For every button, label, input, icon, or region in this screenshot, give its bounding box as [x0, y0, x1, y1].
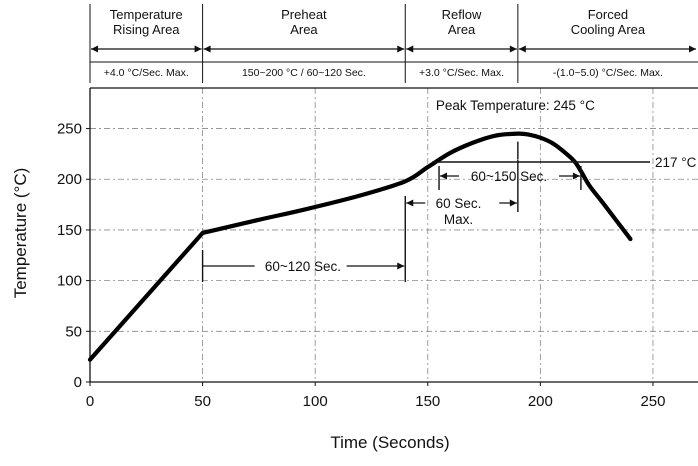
- y-tick-label: 0: [74, 374, 82, 391]
- peak-time-head-left: [406, 199, 414, 207]
- liquidus-label: 217 °C: [655, 155, 697, 170]
- zone-arrow-head-left: [203, 45, 211, 53]
- y-tick-label: 50: [65, 323, 82, 340]
- reflow-span-head-right: [572, 172, 580, 180]
- x-tick-label: 100: [303, 393, 328, 410]
- zone-rate: +3.0 °C/Sec. Max.: [419, 67, 504, 79]
- peak-time-label: 60 Sec. Max.: [436, 196, 482, 227]
- grid: [90, 88, 698, 382]
- zone-arrow-head-right: [397, 45, 405, 53]
- zone-rate: +4.0 °C/Sec. Max.: [104, 67, 189, 79]
- annotation-layer: Peak Temperature: 245 °C 217 °C 60~120 Sec…: [201, 98, 697, 282]
- zone-arrow-head-left: [91, 45, 98, 53]
- x-tick-label: 0: [86, 393, 94, 410]
- zone-arrow-head-right: [509, 45, 517, 53]
- reflow-span-label: 60~150 Sec.: [471, 169, 547, 184]
- zone-arrow-head-right: [194, 45, 202, 53]
- reflow-span-head-left: [440, 172, 448, 180]
- peak-temperature-label: Peak Temperature: 245 °C: [436, 98, 595, 113]
- zone-header: Temperature Rising Area +4.0 °C/Sec. Max. P…: [89, 4, 698, 83]
- y-tick-label: 150: [57, 222, 82, 239]
- x-tick-label: 250: [640, 393, 665, 410]
- y-axis-title: Temperature (°C): [11, 168, 30, 299]
- zone-arrow-head-right: [689, 45, 696, 53]
- zone-arrow-head-left: [406, 45, 414, 53]
- x-axis-title: Time (Seconds): [330, 433, 449, 452]
- zone-title: Reflow Area: [442, 7, 482, 37]
- peak-time-head-right: [509, 199, 517, 207]
- axes: 0 50 100 150 200 250 0 50 100 150 200 250: [57, 87, 698, 410]
- zone-title: Temperature Rising Area: [110, 7, 183, 37]
- y-tick-label: 200: [57, 171, 82, 188]
- preheat-span-head: [397, 262, 405, 270]
- zone-arrow-head-left: [518, 45, 526, 53]
- x-tick-label: 50: [194, 393, 211, 410]
- zone-rate: -(1.0~5.0) °C/Sec. Max.: [553, 67, 663, 79]
- series-layer: [87, 131, 633, 362]
- preheat-span-label: 60~120 Sec.: [265, 259, 341, 274]
- y-tick-label: 100: [57, 273, 82, 290]
- zone-title: Preheat Area: [281, 7, 327, 37]
- x-tick-label: 150: [415, 393, 440, 410]
- x-tick-label: 200: [528, 393, 553, 410]
- zone-rate: 150~200 °C / 60~120 Sec.: [242, 67, 366, 79]
- y-tick-label: 250: [57, 121, 82, 138]
- temperature-profile-line: [87, 131, 633, 362]
- zone-title: Forced Cooling Area: [571, 7, 646, 37]
